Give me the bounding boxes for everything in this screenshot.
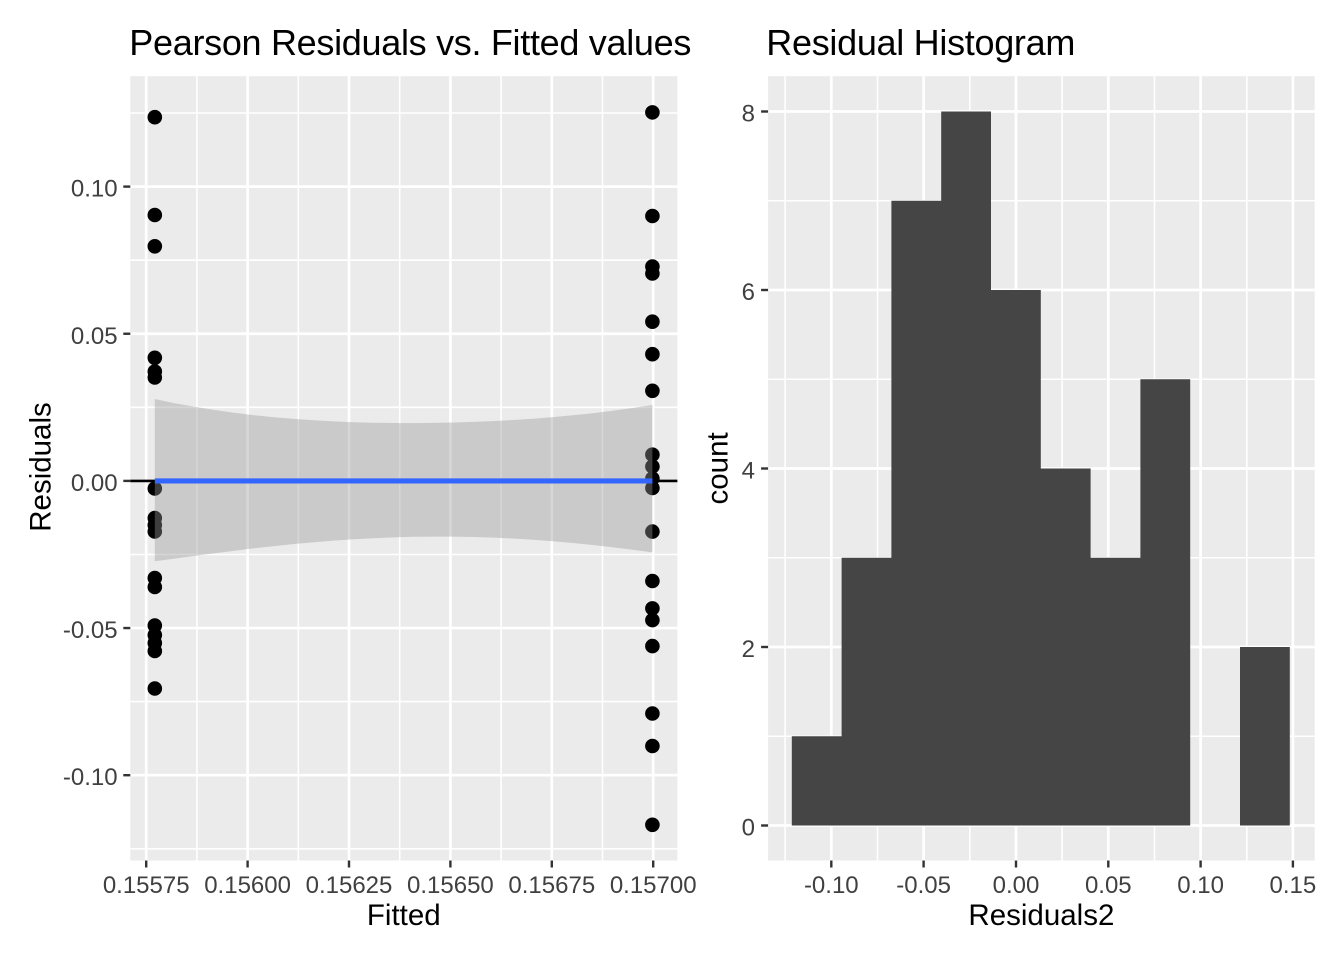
svg-text:-0.05: -0.05 xyxy=(63,617,118,644)
svg-text:0.05: 0.05 xyxy=(71,323,118,350)
svg-text:0.10: 0.10 xyxy=(1177,872,1224,899)
svg-text:count: count xyxy=(702,432,735,504)
svg-text:-0.05: -0.05 xyxy=(896,872,951,899)
svg-text:Residual Histogram: Residual Histogram xyxy=(766,22,1075,63)
svg-text:Residuals: Residuals xyxy=(25,402,58,532)
svg-text:0.00: 0.00 xyxy=(71,470,118,497)
svg-text:2: 2 xyxy=(742,636,755,663)
svg-text:0.15625: 0.15625 xyxy=(306,872,393,899)
svg-text:0.05: 0.05 xyxy=(1085,872,1132,899)
svg-text:0.10: 0.10 xyxy=(71,176,118,203)
svg-text:0.15: 0.15 xyxy=(1270,872,1317,899)
svg-text:0.15675: 0.15675 xyxy=(508,872,595,899)
svg-text:0.00: 0.00 xyxy=(993,872,1040,899)
svg-text:-0.10: -0.10 xyxy=(804,872,859,899)
svg-text:4: 4 xyxy=(742,458,755,485)
svg-text:8: 8 xyxy=(742,101,755,128)
svg-text:0: 0 xyxy=(742,815,755,842)
svg-text:Fitted: Fitted xyxy=(367,899,441,932)
svg-text:0.15575: 0.15575 xyxy=(103,872,190,899)
svg-text:-0.10: -0.10 xyxy=(63,764,118,791)
svg-text:0.15700: 0.15700 xyxy=(610,872,697,899)
svg-text:6: 6 xyxy=(742,279,755,306)
svg-text:0.15650: 0.15650 xyxy=(407,872,494,899)
svg-text:Residuals2: Residuals2 xyxy=(968,899,1114,932)
svg-text:0.15600: 0.15600 xyxy=(204,872,291,899)
svg-text:Pearson Residuals vs. Fitted v: Pearson Residuals vs. Fitted values xyxy=(129,22,691,63)
